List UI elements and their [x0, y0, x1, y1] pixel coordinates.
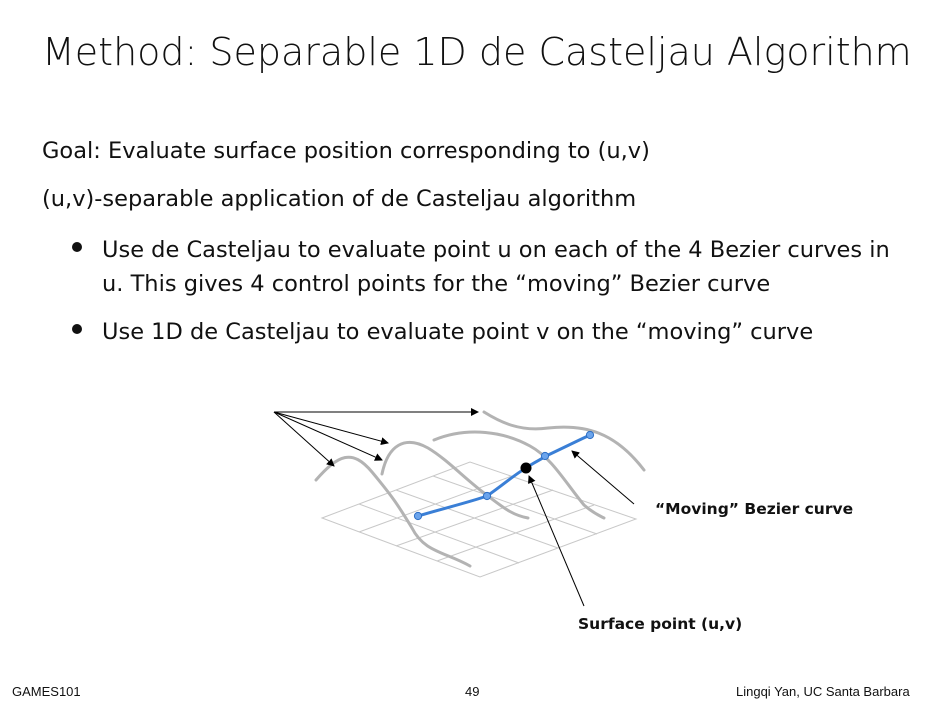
bezier-curve-4 [482, 410, 646, 472]
arrow-moving-curve [571, 450, 635, 505]
grid-line [358, 503, 520, 564]
footer-author: Lingqi Yan, UC Santa Barbara [736, 684, 910, 699]
bullet-dot-icon [72, 324, 82, 334]
arrow [273, 411, 383, 461]
goal-text: Goal: Evaluate surface position correspo… [42, 138, 650, 164]
control-point [540, 451, 550, 461]
moving-bezier-curve [416, 433, 592, 518]
bezier-curve-3 [432, 430, 606, 520]
arrows [273, 408, 635, 607]
control-points [413, 430, 595, 521]
footer-course: GAMES101 [12, 684, 81, 699]
bezier-curve-2 [380, 441, 530, 520]
bezier-curve-1 [314, 455, 472, 568]
surface-point-label: Surface point (u,v) [578, 615, 743, 633]
control-point [482, 491, 492, 501]
bezier-curves [314, 410, 646, 568]
arrow-surface-point [528, 475, 585, 607]
control-point [585, 430, 595, 440]
grid-outline [320, 461, 638, 578]
surface-point [520, 462, 532, 474]
separable-text: (u,v)-separable application of de Castel… [42, 186, 637, 212]
bullet-1-line-1: Use de Casteljau to evaluate point u on … [102, 237, 890, 263]
arrow [273, 411, 389, 446]
grid-plane [320, 461, 638, 578]
grid-line [395, 489, 559, 549]
bullet-2-line-1: Use 1D de Casteljau to evaluate point v … [102, 319, 814, 345]
control-point [413, 511, 423, 521]
grid-line [432, 475, 598, 535]
footer-page-number: 49 [465, 684, 480, 699]
bullet-1-line-2: u. This gives 4 control points for the “… [102, 271, 771, 297]
moving-curve-label: “Moving” Bezier curve [655, 500, 854, 518]
arrow [273, 411, 335, 467]
slide-title: Method: Separable 1D de Casteljau Algori… [42, 30, 912, 74]
bullet-dot-icon [72, 242, 82, 252]
